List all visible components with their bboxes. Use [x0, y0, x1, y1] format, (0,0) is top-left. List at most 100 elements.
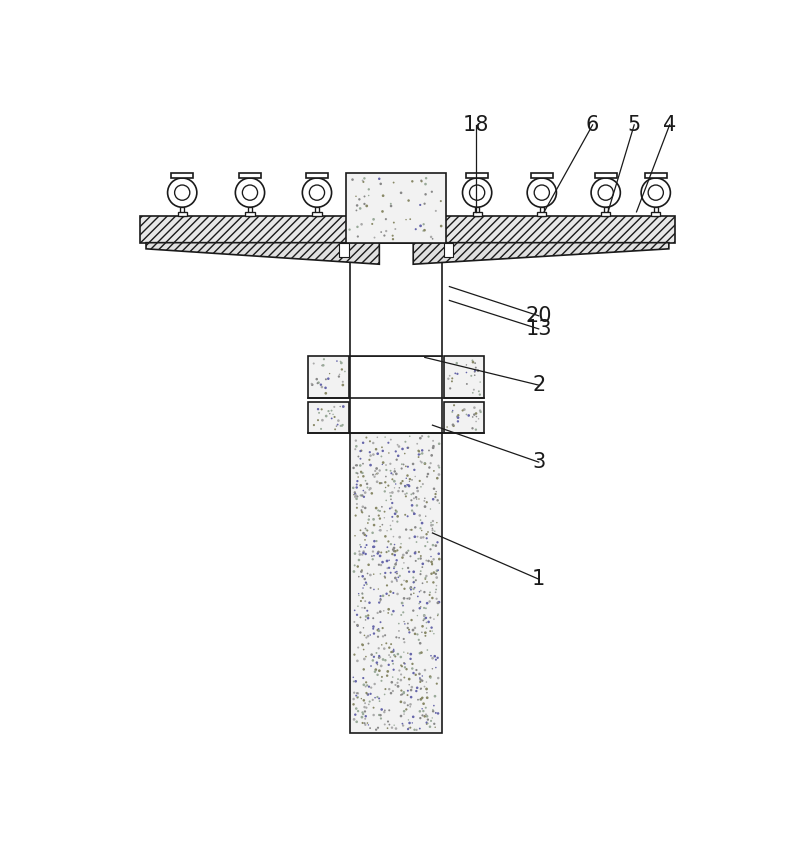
Point: [414, 637, 427, 650]
Point: [413, 492, 425, 505]
Point: [460, 358, 473, 371]
Point: [425, 649, 437, 662]
Circle shape: [591, 178, 620, 207]
Point: [353, 192, 366, 206]
Point: [394, 569, 406, 583]
Point: [360, 686, 373, 700]
Point: [388, 718, 401, 732]
Point: [367, 583, 380, 596]
Point: [334, 354, 347, 368]
Point: [411, 481, 424, 494]
Point: [386, 496, 398, 510]
Point: [366, 622, 379, 635]
Point: [421, 686, 433, 700]
Point: [356, 706, 369, 719]
Point: [416, 669, 429, 683]
Point: [376, 458, 389, 471]
Point: [391, 515, 404, 528]
Point: [394, 709, 407, 722]
Point: [396, 442, 409, 455]
Point: [387, 530, 400, 544]
Point: [425, 550, 437, 563]
Point: [305, 377, 318, 391]
Point: [374, 605, 386, 618]
Point: [425, 230, 437, 243]
Point: [364, 458, 377, 471]
Point: [357, 470, 370, 483]
Point: [337, 399, 350, 413]
Point: [366, 436, 379, 449]
Point: [420, 601, 432, 615]
Point: [383, 641, 396, 655]
Point: [423, 444, 436, 457]
Point: [351, 715, 363, 728]
Point: [388, 474, 401, 488]
Point: [440, 421, 453, 434]
Point: [363, 445, 376, 459]
Point: [405, 647, 417, 661]
Point: [386, 645, 399, 659]
Point: [332, 414, 345, 427]
Point: [405, 504, 418, 517]
Point: [420, 708, 432, 722]
Point: [378, 604, 390, 617]
Point: [400, 471, 413, 485]
Point: [317, 353, 330, 366]
Point: [451, 356, 463, 370]
Point: [360, 577, 373, 591]
Point: [356, 639, 369, 652]
Point: [325, 411, 338, 425]
Point: [382, 436, 395, 449]
Point: [428, 566, 440, 579]
Point: [431, 471, 444, 485]
Point: [425, 567, 438, 581]
Point: [398, 615, 410, 628]
Point: [417, 477, 429, 491]
Point: [356, 587, 369, 600]
Text: 20: 20: [525, 306, 552, 326]
Point: [355, 218, 368, 232]
Bar: [531, 173, 553, 178]
Point: [356, 587, 369, 600]
Point: [409, 470, 421, 483]
Point: [375, 449, 388, 463]
Point: [432, 651, 444, 665]
Text: 4: 4: [663, 114, 677, 135]
Point: [355, 540, 367, 554]
Point: [360, 523, 373, 537]
Point: [467, 410, 479, 424]
Point: [425, 621, 438, 634]
Point: [359, 572, 371, 586]
Point: [359, 576, 372, 589]
Point: [386, 608, 398, 622]
Point: [386, 232, 399, 246]
Point: [403, 623, 416, 637]
Point: [419, 499, 432, 513]
Point: [386, 468, 399, 482]
Point: [360, 431, 373, 444]
Point: [390, 566, 403, 580]
Point: [408, 463, 421, 477]
Point: [378, 229, 391, 243]
Point: [330, 420, 343, 433]
Point: [426, 523, 439, 537]
Point: [413, 597, 425, 611]
Point: [378, 717, 391, 731]
Point: [352, 641, 365, 655]
Point: [334, 399, 347, 413]
Point: [394, 650, 407, 664]
Point: [366, 468, 379, 482]
Point: [355, 563, 368, 577]
Point: [389, 222, 401, 236]
Point: [386, 486, 399, 499]
Point: [426, 557, 439, 571]
Point: [432, 459, 445, 472]
Point: [368, 534, 381, 548]
Point: [401, 699, 414, 712]
Point: [429, 538, 442, 552]
Point: [398, 685, 410, 699]
Bar: [466, 173, 488, 178]
Point: [358, 490, 370, 504]
Point: [383, 717, 396, 731]
Point: [363, 189, 375, 203]
